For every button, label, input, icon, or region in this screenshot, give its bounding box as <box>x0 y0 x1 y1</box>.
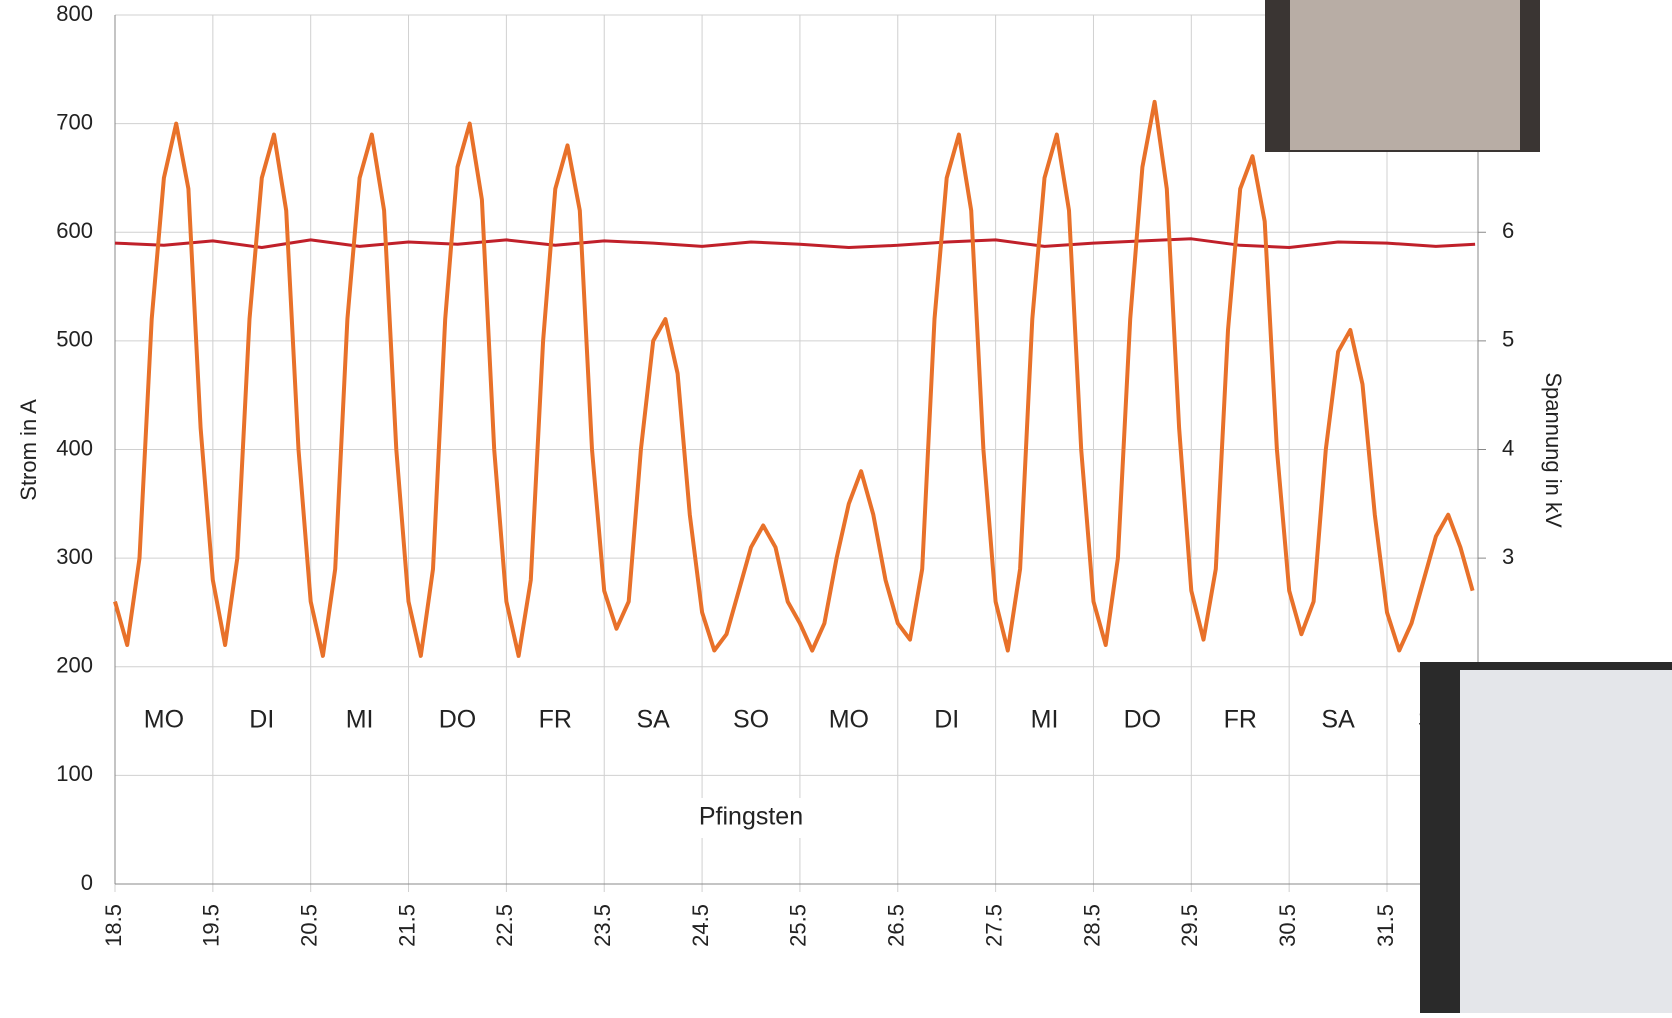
y-tick-label: 0 <box>81 870 93 895</box>
day-label: SA <box>1321 706 1355 734</box>
day-label: MI <box>346 706 374 734</box>
x-tick-label: 25.5 <box>786 904 811 947</box>
label-bg <box>806 702 891 738</box>
day-label: DI <box>934 706 959 734</box>
x-tick-label: 20.5 <box>297 904 322 947</box>
series-line <box>113 99 1475 658</box>
y2-tick-label: 5 <box>1502 327 1514 352</box>
photo-inset-panel <box>1460 670 1672 1013</box>
y-tick-label: 200 <box>56 653 93 678</box>
x-tick-label: 18.5 <box>101 904 126 947</box>
label-bg <box>121 702 206 738</box>
y-tick-label: 500 <box>56 327 93 352</box>
label-bg <box>513 702 598 738</box>
label-bg <box>219 702 304 738</box>
y-axis-label: Strom in A <box>16 399 41 501</box>
y-tick-label: 400 <box>56 435 93 460</box>
label-bg <box>1100 702 1185 738</box>
x-tick-label: 28.5 <box>1079 904 1104 947</box>
day-label: SO <box>733 706 769 734</box>
x-tick-label: 24.5 <box>688 904 713 947</box>
day-label: DO <box>439 706 477 734</box>
label-bg <box>709 702 794 738</box>
x-tick-label: 31.5 <box>1373 904 1398 947</box>
day-label: MI <box>1031 706 1059 734</box>
x-tick-label: 19.5 <box>199 904 224 947</box>
label-bg <box>611 702 696 738</box>
day-label: SA <box>636 706 670 734</box>
day-label: MO <box>829 706 869 734</box>
day-label: MO <box>144 706 184 734</box>
y2-axis-label: Spannung in kV <box>1541 372 1566 528</box>
day-label: DI <box>249 706 274 734</box>
label-bg <box>415 702 500 738</box>
label-bg <box>317 702 402 738</box>
x-tick-label: 30.5 <box>1275 904 1300 947</box>
y-tick-label: 100 <box>56 761 93 786</box>
y2-tick-label: 3 <box>1502 544 1514 569</box>
day-label: DO <box>1124 706 1162 734</box>
y2-tick-label: 4 <box>1502 435 1514 460</box>
x-tick-label: 29.5 <box>1177 904 1202 947</box>
x-tick-label: 22.5 <box>492 904 517 947</box>
label-bg <box>681 798 822 838</box>
label-bg <box>1002 702 1087 738</box>
series-line <box>114 237 1476 249</box>
day-label: FR <box>1224 706 1257 734</box>
label-bg <box>904 702 989 738</box>
y-tick-label: 800 <box>56 1 93 26</box>
y-tick-label: 600 <box>56 218 93 243</box>
photo-inset-panel <box>1290 0 1520 150</box>
y-tick-label: 300 <box>56 544 93 569</box>
x-tick-label: 21.5 <box>394 904 419 947</box>
y-tick-label: 700 <box>56 109 93 134</box>
y2-tick-label: 6 <box>1502 218 1514 243</box>
annotation: Pfingsten <box>699 803 803 831</box>
label-bg <box>1198 702 1283 738</box>
x-tick-label: 23.5 <box>590 904 615 947</box>
x-tick-label: 26.5 <box>884 904 909 947</box>
day-label: FR <box>539 706 572 734</box>
x-tick-label: 27.5 <box>981 904 1006 947</box>
label-bg <box>1296 702 1381 738</box>
